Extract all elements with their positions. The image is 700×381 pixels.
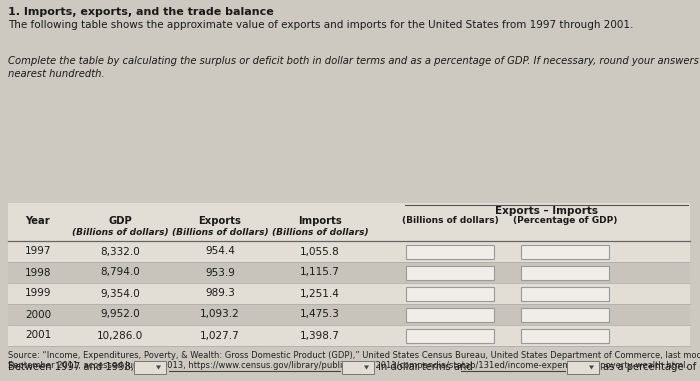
Text: (Billions of dollars): (Billions of dollars) (71, 228, 168, 237)
Text: 1,251.4: 1,251.4 (300, 288, 340, 298)
Text: 953.9: 953.9 (205, 267, 235, 277)
FancyBboxPatch shape (521, 287, 609, 301)
Polygon shape (589, 365, 594, 370)
FancyBboxPatch shape (521, 328, 609, 343)
Text: (Billions of dollars): (Billions of dollars) (402, 216, 498, 225)
Text: 2001: 2001 (25, 330, 51, 341)
Bar (134, 360, 166, 373)
Text: 1,115.7: 1,115.7 (300, 267, 340, 277)
Text: 8,332.0: 8,332.0 (100, 247, 140, 256)
FancyBboxPatch shape (406, 307, 494, 322)
Text: 1,055.8: 1,055.8 (300, 247, 340, 256)
Text: September 2011, accessed June 10, 2013, https://www.census.gov/library/publicati: September 2011, accessed June 10, 2013, … (8, 361, 688, 370)
Text: in dollar terms and: in dollar terms and (378, 362, 472, 372)
Bar (8, 262, 690, 283)
Bar (8, 203, 690, 346)
FancyBboxPatch shape (406, 287, 494, 301)
Text: 1997: 1997 (25, 247, 51, 256)
Bar (8, 304, 690, 325)
Text: GDP: GDP (108, 216, 132, 226)
Text: Exports – Imports: Exports – Imports (495, 206, 598, 216)
Text: 9,952.0: 9,952.0 (100, 309, 140, 320)
Bar (567, 360, 599, 373)
FancyBboxPatch shape (521, 266, 609, 280)
Text: (Percentage of GDP): (Percentage of GDP) (513, 216, 617, 225)
Polygon shape (156, 365, 161, 370)
Text: The following table shows the approximate value of exports and imports for the U: The following table shows the approximat… (8, 20, 634, 30)
Text: Between 1997 and 1998, the: Between 1997 and 1998, the (8, 362, 153, 372)
Text: as a percentage of GDP.: as a percentage of GDP. (603, 362, 700, 372)
Text: 10,286.0: 10,286.0 (97, 330, 143, 341)
Text: 9,354.0: 9,354.0 (100, 288, 140, 298)
Text: nearest hundredth.: nearest hundredth. (8, 69, 104, 79)
Text: Exports: Exports (199, 216, 241, 226)
FancyBboxPatch shape (521, 245, 609, 258)
FancyBboxPatch shape (406, 266, 494, 280)
Text: 1998: 1998 (25, 267, 51, 277)
Polygon shape (364, 365, 369, 370)
Text: Complete the table by calculating the surplus or deficit both in dollar terms an: Complete the table by calculating the su… (8, 56, 700, 66)
Text: 1,475.3: 1,475.3 (300, 309, 340, 320)
Text: Imports: Imports (298, 216, 342, 226)
FancyBboxPatch shape (521, 307, 609, 322)
Text: 1,027.7: 1,027.7 (200, 330, 240, 341)
Text: 2000: 2000 (25, 309, 51, 320)
Text: 1. Imports, exports, and the trade balance: 1. Imports, exports, and the trade balan… (8, 7, 274, 17)
Text: 8,794.0: 8,794.0 (100, 267, 140, 277)
Text: Year: Year (26, 216, 50, 226)
Text: 1,398.7: 1,398.7 (300, 330, 340, 341)
Bar (342, 360, 374, 373)
Text: 954.4: 954.4 (205, 247, 235, 256)
Text: Source: “Income, Expenditures, Poverty, & Wealth: Gross Domestic Product (GDP),”: Source: “Income, Expenditures, Poverty, … (8, 351, 700, 360)
Text: 1999: 1999 (25, 288, 51, 298)
Text: 989.3: 989.3 (205, 288, 235, 298)
FancyBboxPatch shape (406, 245, 494, 258)
Text: (Billions of dollars): (Billions of dollars) (172, 228, 268, 237)
Text: 1,093.2: 1,093.2 (200, 309, 240, 320)
Text: (Billions of dollars): (Billions of dollars) (272, 228, 368, 237)
FancyBboxPatch shape (406, 328, 494, 343)
